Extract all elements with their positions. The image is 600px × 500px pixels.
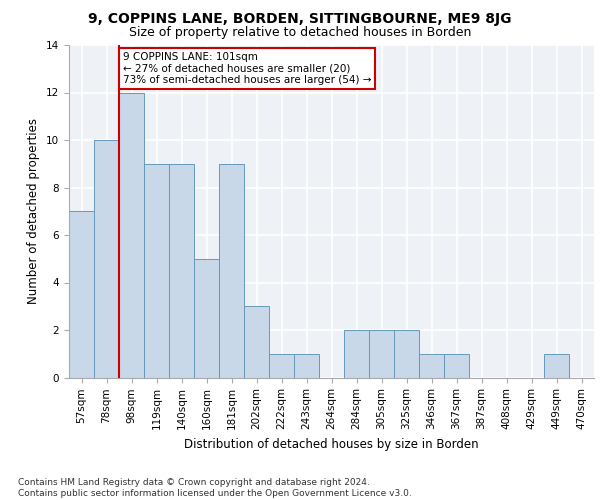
Text: Contains HM Land Registry data © Crown copyright and database right 2024.
Contai: Contains HM Land Registry data © Crown c… bbox=[18, 478, 412, 498]
Text: 9 COPPINS LANE: 101sqm
← 27% of detached houses are smaller (20)
73% of semi-det: 9 COPPINS LANE: 101sqm ← 27% of detached… bbox=[123, 52, 371, 86]
Bar bbox=[194, 259, 219, 378]
Y-axis label: Number of detached properties: Number of detached properties bbox=[28, 118, 40, 304]
Bar bbox=[269, 354, 294, 378]
Bar bbox=[244, 306, 269, 378]
Text: Size of property relative to detached houses in Borden: Size of property relative to detached ho… bbox=[129, 26, 471, 39]
Bar bbox=[444, 354, 469, 378]
Bar bbox=[69, 211, 94, 378]
Bar bbox=[219, 164, 244, 378]
Bar bbox=[544, 354, 569, 378]
Bar bbox=[94, 140, 119, 378]
Text: 9, COPPINS LANE, BORDEN, SITTINGBOURNE, ME9 8JG: 9, COPPINS LANE, BORDEN, SITTINGBOURNE, … bbox=[88, 12, 512, 26]
X-axis label: Distribution of detached houses by size in Borden: Distribution of detached houses by size … bbox=[184, 438, 479, 450]
Bar bbox=[169, 164, 194, 378]
Bar bbox=[344, 330, 369, 378]
Bar bbox=[419, 354, 444, 378]
Bar bbox=[119, 92, 144, 378]
Bar bbox=[294, 354, 319, 378]
Bar bbox=[144, 164, 169, 378]
Bar bbox=[394, 330, 419, 378]
Bar bbox=[369, 330, 394, 378]
